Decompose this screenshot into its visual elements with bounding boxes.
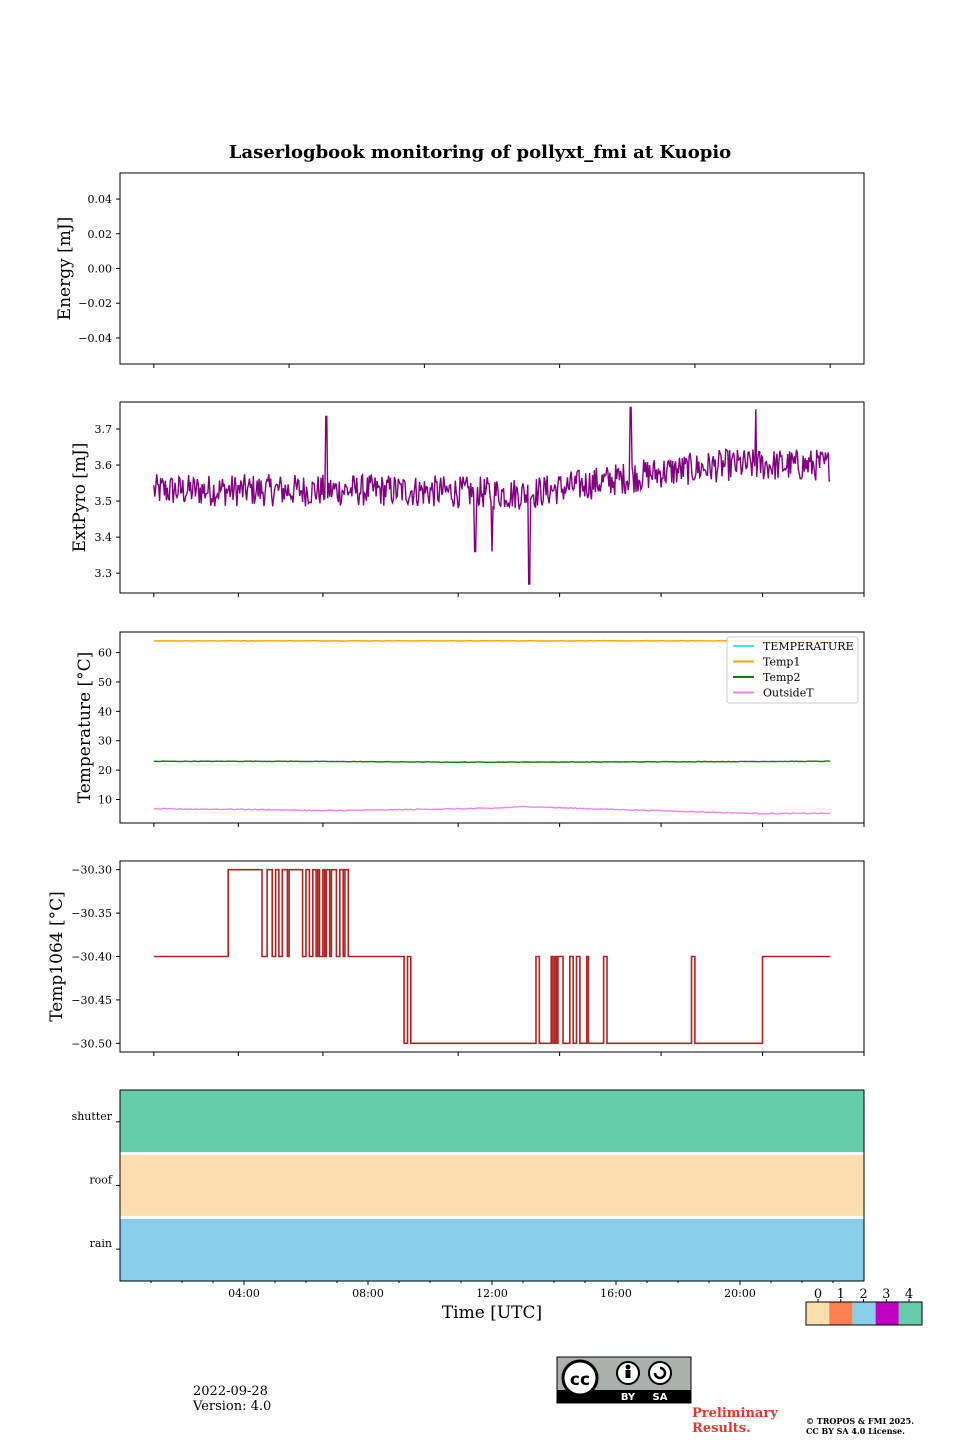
colorbar-swatch [852, 1302, 876, 1325]
x-tick-label: 12:00 [476, 1287, 508, 1300]
axes-frame [119, 401, 865, 594]
y-tick-label: 40 [98, 705, 112, 718]
copyright-line-1: © TROPOS & FMI 2025. [806, 1416, 915, 1426]
y-axis-label: Temp1064 [°C] [47, 891, 67, 1022]
badge-by-label: BY [621, 1392, 636, 1403]
legend-label: TEMPERATURE [763, 640, 854, 653]
badge-sa-label: SA [653, 1392, 668, 1403]
y-tick-label: −30.50 [71, 1037, 112, 1050]
axes-frame [119, 172, 865, 365]
x-axis-label: Time [UTC] [442, 1303, 542, 1323]
status-row-roof [120, 1153, 864, 1218]
figure-title: Laserlogbook monitoring of pollyxt_fmi a… [229, 142, 731, 163]
status-row-label: rain [90, 1237, 112, 1250]
colorbar-tick-label: 4 [905, 1287, 913, 1302]
y-axis-label: Energy [mJ] [55, 217, 75, 321]
y-tick-label: 3.7 [95, 423, 113, 436]
y-tick-label: 3.4 [95, 531, 113, 544]
status-row-label: roof [89, 1174, 113, 1187]
license-badge: cc BY SA [556, 1356, 692, 1404]
axes-frame [119, 631, 865, 824]
y-tick-label: 10 [98, 793, 112, 806]
temp1064-series-line [153, 868, 831, 1045]
legend-label: OutsideT [763, 687, 814, 700]
x-tick-label: 04:00 [228, 1287, 260, 1300]
colorbar-swatch [898, 1302, 922, 1325]
legend: TEMPERATURE Temp1 Temp2 OutsideT [726, 636, 859, 704]
colorbar-tick-label: 3 [882, 1287, 890, 1302]
y-tick-label: 0.04 [88, 193, 113, 206]
y-axis-label: Temperature [°C] [75, 652, 95, 804]
sa-share-icon [648, 1361, 672, 1385]
y-tick-label: 3.6 [95, 459, 113, 472]
footer-version: Version: 4.0 [193, 1399, 272, 1414]
y-tick-label: 50 [98, 676, 112, 689]
temp1064-panel: −30.30 −30.35 −30.40 −30.45 −30.50 Temp1064 [… [47, 860, 865, 1056]
y-tick-label: −0.04 [78, 332, 112, 345]
cc-logo-text: cc [570, 1370, 590, 1390]
cc-logo-icon [561, 1359, 599, 1397]
legend-label: Temp2 [763, 671, 800, 684]
x-tick-label: 16:00 [600, 1287, 632, 1300]
footer-date: 2022-09-28 [193, 1384, 268, 1399]
temperature-panel: 60 50 40 30 20 10 TEMPERATURE Temp1 Temp2 Outside… [75, 631, 865, 827]
y-tick-label: −0.02 [78, 297, 112, 310]
extpyro-series-line [153, 406, 831, 585]
y-axis-label: ExtPyro [mJ] [70, 443, 90, 553]
axes-frame [119, 860, 865, 1053]
legend-label: Temp1 [763, 656, 800, 669]
y-tick-label: 60 [98, 647, 112, 660]
y-tick-label: −30.30 [71, 864, 112, 877]
status-panel: shutter roof rain 04:00 08:00 12:00 16:00 20:00… [72, 1089, 865, 1323]
colorbar-swatch [875, 1302, 899, 1325]
series-line-temp2 [153, 760, 831, 764]
y-tick-label: −30.45 [71, 994, 112, 1007]
y-tick-label: 3.3 [95, 567, 113, 580]
colorbar-swatch [829, 1302, 853, 1325]
y-tick-label: −30.40 [71, 951, 112, 964]
copyright-line-2: CC BY SA 4.0 License. [806, 1426, 905, 1436]
y-tick-label: 0.02 [88, 228, 113, 241]
results-label: Results. [692, 1421, 751, 1436]
y-tick-label: −30.35 [71, 907, 112, 920]
colorbar-tick-label: 1 [837, 1287, 845, 1302]
status-row-shutter [120, 1090, 864, 1154]
legend-box [726, 636, 859, 704]
status-row-rain [120, 1217, 864, 1281]
y-tick-label: 0.00 [88, 263, 113, 276]
y-tick-label: 30 [98, 735, 112, 748]
colorbar-tick-label: 2 [859, 1287, 867, 1302]
extpyro-panel: 3.7 3.6 3.5 3.4 3.3 ExtPyro [mJ] [70, 401, 865, 597]
y-tick-label: 3.5 [95, 495, 113, 508]
colorbar-swatch [806, 1302, 830, 1325]
x-tick-label: 08:00 [352, 1287, 384, 1300]
x-tick-label: 20:00 [724, 1287, 756, 1300]
y-tick-label: 20 [98, 764, 112, 777]
series-line-outsidet [153, 805, 831, 815]
preliminary-label: Preliminary [692, 1406, 778, 1421]
colorbar-tick-label: 0 [814, 1287, 822, 1302]
status-row-label: shutter [72, 1110, 113, 1123]
